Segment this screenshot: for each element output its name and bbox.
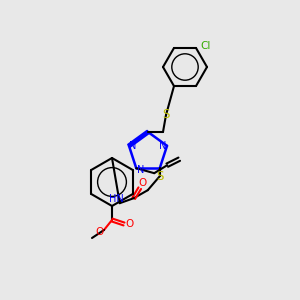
Text: S: S (156, 170, 164, 183)
Text: S: S (162, 109, 170, 122)
Text: N: N (136, 165, 144, 175)
Text: O: O (125, 219, 133, 229)
Text: N: N (129, 141, 137, 151)
Text: HN: HN (110, 194, 124, 204)
Text: N: N (159, 141, 167, 151)
Text: O: O (96, 227, 104, 237)
Text: Cl: Cl (201, 41, 211, 51)
Text: O: O (139, 178, 147, 188)
